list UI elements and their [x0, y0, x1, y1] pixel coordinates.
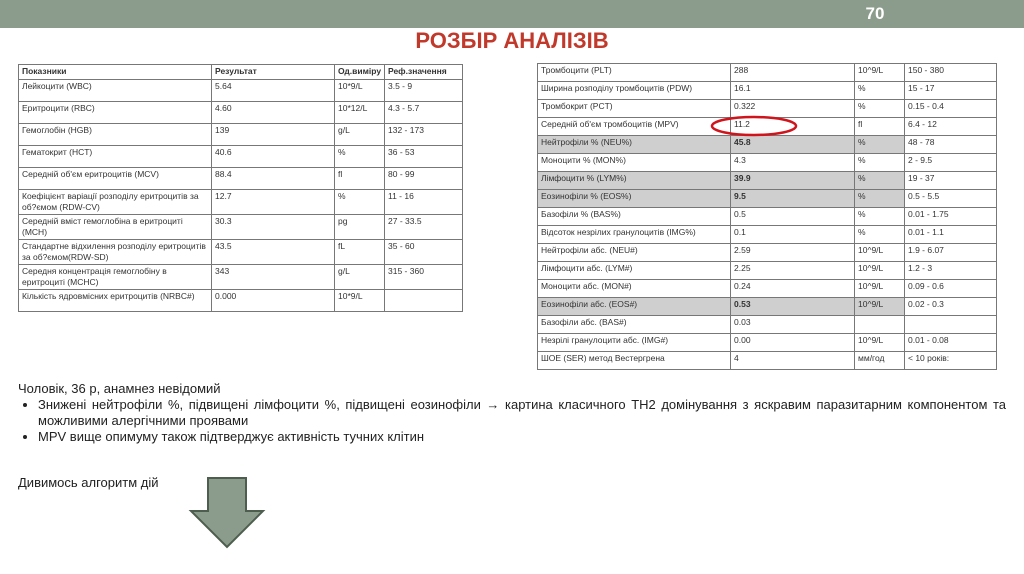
table-cell: fL [334, 239, 385, 265]
highlight-circle [710, 115, 798, 137]
slide-title: РОЗБІР АНАЛІЗІВ [415, 28, 609, 53]
table-row: Середній об'єм тромбоцитів (MPV) 11.2 fl 6.… [537, 117, 997, 136]
table-cell: 4 [730, 351, 855, 370]
table-row: Гемоглобін (HGB) 139 g/L 132 - 173 [18, 123, 463, 146]
table-row: Нейтрофіли абс. (NEU#) 2.59 10^9/L 1.9 - 6.… [537, 243, 997, 262]
table-row: Середній об'єм еритроцитів (MCV) 88.4 fl 80… [18, 167, 463, 190]
page-number: 70 [865, 4, 885, 23]
table-row: Тромбокрит (PCT) 0.322% 0.15 - 0.4 [537, 99, 997, 118]
table-row: Базофіли % (BAS%) 0.5% 0.01 - 1.75 [537, 207, 997, 226]
table-cell: 343 [211, 264, 335, 290]
table-cell: < 10 років: [904, 351, 997, 370]
table-row: ШОЕ (SER) метод Вестергрена 4 мм/год < 10 р… [537, 351, 997, 370]
table-cell: Еозинофіли абс. (EOS#) [537, 297, 731, 316]
table-cell: Коефіцієнт варіації розподілу еритроциті… [18, 189, 212, 215]
table-row: Моноцити % (MON%) 4.3% 2 - 9.5 [537, 153, 997, 172]
bullet-list: Знижені нейтрофіли %, підвищені лімфоцит… [18, 397, 1006, 445]
table-cell: 27 - 33.5 [384, 214, 463, 240]
table-row: Коефіцієнт варіації розподілу еритроциті… [18, 189, 463, 215]
table-cell: 3.5 - 9 [384, 79, 463, 102]
table-cell: 45.8 [730, 135, 855, 154]
table-cell: 0.000 [211, 289, 335, 312]
footer-text: Дивимось алгоритм дій [18, 475, 159, 490]
table-cell: Лімфоцити % (LYM%) [537, 171, 731, 190]
blood-table-2: Тромбоцити (PLT) 288 10^9/L 150 - 380 Ширина… [537, 63, 997, 370]
table-row: Еозинофіли абс. (EOS#) 0.53 10^9/L 0.02 - 0… [537, 297, 997, 316]
table-row: Базофіли абс. (BAS#) 0.03 [537, 315, 997, 334]
bullet: MPV вище опимуму також підтверджує актив… [38, 429, 1006, 445]
blood-table: Показники Результат Од.виміру Реф.значення Л… [18, 64, 463, 312]
table-cell [384, 289, 463, 312]
table-cell: Середня концентрація гемоглобіну в еритр… [18, 264, 212, 290]
table-row: Середня концентрація гемоглобіну в еритр… [18, 264, 463, 290]
down-arrow [188, 477, 266, 549]
table-cell: g/L [334, 264, 385, 290]
table-cell: % [854, 189, 905, 208]
intro: Чоловік, 36 р, анамнез невідомий [18, 381, 221, 396]
top-bar [0, 0, 1024, 28]
table-cell: % [854, 171, 905, 190]
table-cell: мм/год [854, 351, 905, 370]
notes: Чоловік, 36 р, анамнез невідомий Знижені… [18, 381, 1006, 445]
table-row: Показники Результат Од.виміру Реф.значення [18, 64, 463, 80]
table-row: Середній вміст гемоглобіна в еритроциті … [18, 214, 463, 240]
table-row: Еритроцити (RBC) 4.60 10*12/L 4.3 - 5.7 [18, 101, 463, 124]
table-row: Гематокрит (HCT) 40.6% 36 - 53 [18, 145, 463, 168]
table-cell: Кількість ядровмісних еритроцитів (NRBC#… [18, 289, 212, 312]
table-cell: 10^9/L [854, 297, 905, 316]
table-row: Незрілі гранулоцити абс. (IMG#) 0.00 10^9/… [537, 333, 997, 352]
bullet: Знижені нейтрофіли %, підвищені лімфоцит… [38, 397, 1006, 429]
table-row: Кількість ядровмісних еритроцитів (NRBC#… [18, 289, 463, 312]
